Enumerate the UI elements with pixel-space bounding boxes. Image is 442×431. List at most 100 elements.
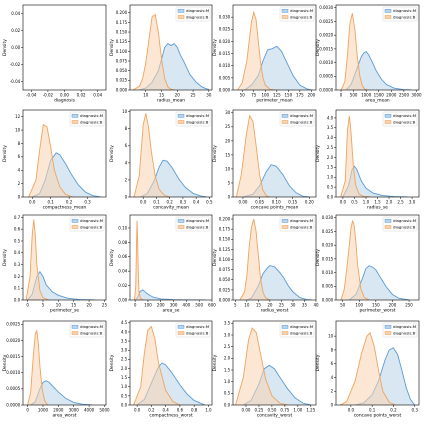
- y-tick-label: 0.0030: [319, 5, 333, 10]
- y-tick-label: 3.5: [327, 125, 334, 130]
- y-tick-label: 0.5: [121, 393, 128, 398]
- y-tick-label: -0.02: [10, 62, 21, 67]
- density-area-b: [341, 13, 368, 90]
- legend-label-b: diagnosis:B: [393, 14, 416, 19]
- legend-swatch-m: [384, 113, 392, 118]
- y-tick-label: 10: [122, 109, 128, 114]
- y-axis-label: Density: [315, 354, 321, 371]
- y-tick-label: 10: [15, 127, 21, 132]
- y-tick-label: 0.0000: [319, 87, 333, 92]
- y-tick-label: 20: [225, 138, 231, 143]
- x-tick-label: 200: [157, 303, 165, 308]
- legend-label-m: diagnosis:M: [80, 113, 103, 118]
- y-tick-label: 0.3: [14, 262, 21, 267]
- x-tick-label: 3000: [69, 408, 80, 413]
- axes-frame: [335, 214, 420, 301]
- x-tick-label: 0.00: [242, 408, 251, 413]
- x-axis-label: concave points_mean: [251, 205, 299, 211]
- y-tick-label: 1.0: [121, 384, 128, 389]
- legend-box: [69, 322, 105, 338]
- y-tick-label: 8: [331, 347, 334, 352]
- legend-label-b: diagnosis:B: [290, 119, 313, 124]
- y-tick-label: 25: [225, 124, 231, 129]
- x-tick-label: 10: [244, 303, 250, 308]
- legend-swatch-b: [281, 15, 289, 19]
- x-tick-label: 0.0: [340, 200, 347, 205]
- legend-box: [175, 216, 211, 232]
- y-tick-label: 0.1: [14, 286, 21, 291]
- density-area-m: [342, 166, 408, 197]
- legend-box: [279, 111, 315, 127]
- legend-box: [69, 216, 105, 232]
- axes-frame: [22, 320, 107, 406]
- y-tick-label: 0: [125, 194, 128, 199]
- legend-label-m: diagnosis:M: [186, 8, 209, 13]
- y-axis-label: Density: [212, 145, 218, 162]
- x-axis-label: compactness_worst: [149, 413, 193, 419]
- x-tick-label: 0: [340, 93, 343, 98]
- y-tick-label: 0.0005: [6, 386, 20, 391]
- axes-frame: [232, 214, 317, 301]
- density-line-b: [133, 113, 170, 197]
- y-tick-label: 8: [18, 141, 21, 146]
- y-tick-label: 0.02: [118, 283, 127, 288]
- y-tick-label: 0.015: [322, 256, 334, 261]
- axes-frame: [22, 214, 107, 301]
- density-line-b: [239, 218, 271, 300]
- x-axis-label: area_worst: [52, 413, 76, 419]
- y-tick-label: 0.0010: [319, 60, 333, 65]
- legend-label-m: diagnosis:M: [290, 113, 313, 118]
- legend-swatch-m: [177, 218, 185, 223]
- legend-label-m: diagnosis:M: [80, 218, 103, 223]
- y-tick-label: 0.04: [11, 11, 20, 16]
- y-tick-label: 0.025: [116, 78, 128, 83]
- y-axis-label: Density: [109, 39, 115, 56]
- x-tick-label: 25: [191, 93, 197, 98]
- y-tick-label: 0.0: [224, 402, 231, 407]
- y-tick-label: 0.050: [219, 277, 231, 282]
- x-tick-label: 5: [42, 303, 45, 308]
- x-tick-label: 0: [26, 408, 29, 413]
- x-tick-label: 250: [405, 303, 413, 308]
- density-line-b: [25, 219, 50, 300]
- legend-box: [279, 216, 315, 232]
- plot-area: [340, 220, 410, 300]
- legend-swatch-b: [177, 120, 185, 124]
- y-tick-label: 0: [18, 194, 21, 199]
- legend-swatch-m: [384, 218, 392, 223]
- y-tick-label: 0.5: [14, 238, 21, 243]
- x-tick-label: 0.3: [180, 200, 187, 205]
- x-tick-label: 0.15: [288, 200, 297, 205]
- plot-area: [134, 220, 206, 300]
- legend-swatch-m: [177, 324, 185, 329]
- legend-swatch-m: [281, 8, 289, 13]
- x-tick-label: 15: [159, 93, 165, 98]
- legend-swatch-m: [281, 113, 289, 118]
- x-axis-label: radius_mean: [157, 98, 185, 104]
- x-tick-label: 1000: [361, 93, 372, 98]
- y-tick-label: 3.0: [121, 348, 128, 353]
- plot-area: [132, 13, 210, 90]
- x-tick-label: 1000: [38, 408, 49, 413]
- y-tick-label: 0.005: [219, 75, 231, 80]
- density-panel-9: 0 100 200 300 400 500 600 0.00 0.02 0.04 0.06 0.08 0…: [109, 214, 216, 314]
- legend-label-b: diagnosis:B: [186, 119, 209, 124]
- y-axis-label: Density: [212, 249, 218, 266]
- axes-frame: [232, 4, 317, 91]
- y-tick-label: 4.0: [121, 329, 128, 334]
- y-tick-label: 0.0015: [319, 46, 333, 51]
- x-tick-label: 25: [279, 303, 285, 308]
- legend-label-b: diagnosis:B: [393, 224, 416, 229]
- x-tick-label: 5: [234, 303, 237, 308]
- y-tick-label: 0.04: [118, 269, 127, 274]
- y-tick-label: 0.0005: [319, 74, 333, 79]
- y-axis-label: Density: [109, 249, 115, 266]
- y-tick-label: 10: [328, 334, 334, 339]
- x-tick-label: 15: [256, 303, 262, 308]
- y-axis-label: Density: [109, 354, 115, 371]
- density-panel-15: 0.0 0.1 0.2 0.3 0 2 4 6 8 10 concave points_worst D…: [315, 320, 420, 419]
- density-line-b: [27, 329, 48, 405]
